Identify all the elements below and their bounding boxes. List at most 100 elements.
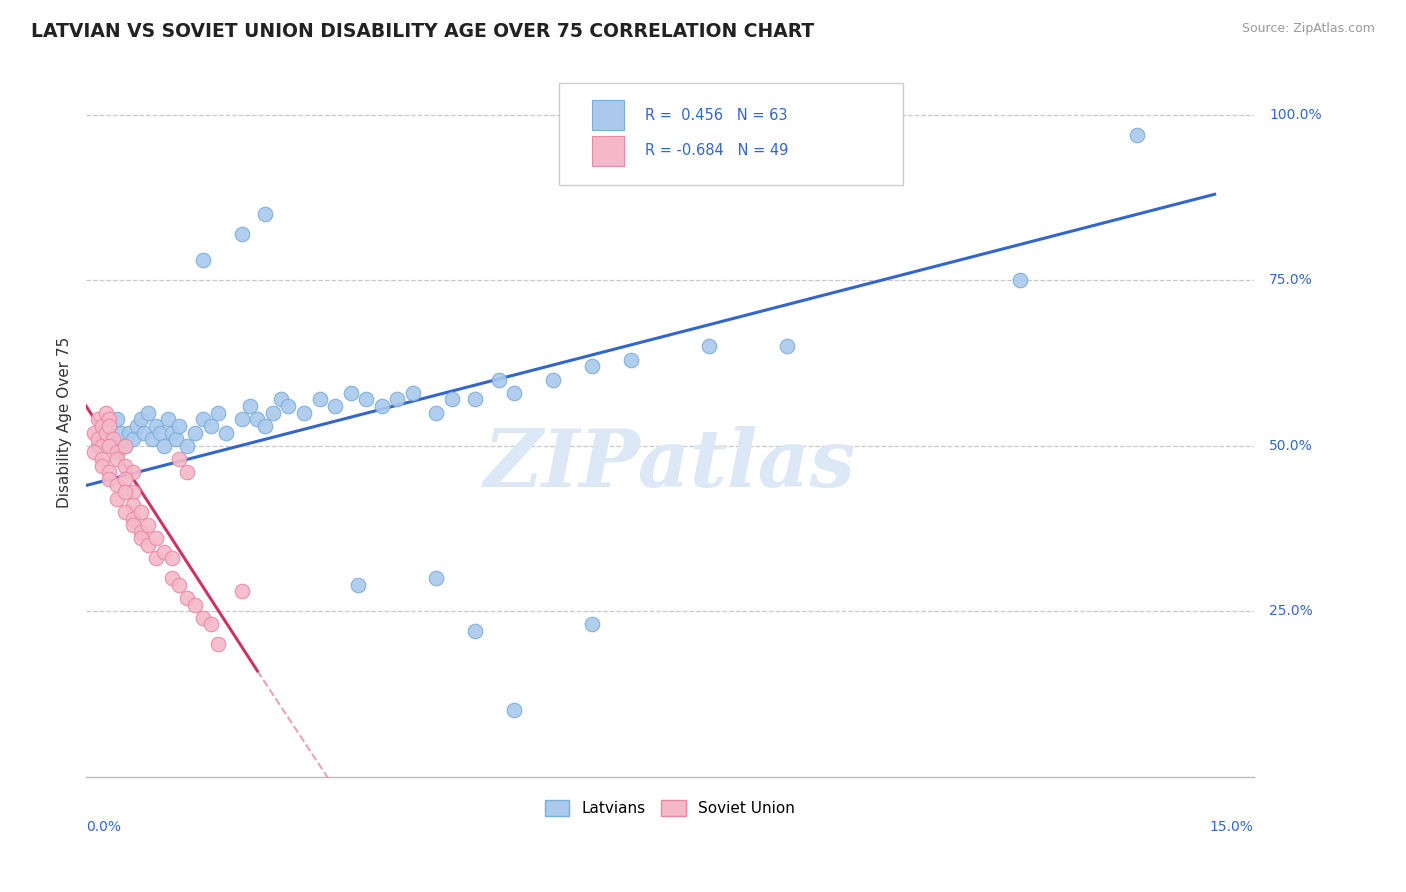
- Point: [105, 445, 128, 459]
- Point: [149, 425, 172, 440]
- Point: [323, 399, 346, 413]
- Point: [83, 425, 105, 440]
- Point: [191, 412, 214, 426]
- Point: [176, 465, 198, 479]
- Point: [138, 538, 160, 552]
- Point: [145, 418, 167, 433]
- Point: [160, 425, 183, 440]
- Point: [246, 412, 269, 426]
- Text: 50.0%: 50.0%: [1270, 439, 1313, 453]
- Point: [156, 412, 179, 426]
- Y-axis label: Disability Age Over 75: Disability Age Over 75: [58, 337, 72, 508]
- Text: 0.0%: 0.0%: [86, 820, 121, 834]
- Point: [541, 373, 564, 387]
- Point: [103, 439, 125, 453]
- Point: [292, 406, 315, 420]
- Point: [145, 551, 167, 566]
- Point: [270, 392, 292, 407]
- Point: [83, 445, 105, 459]
- Point: [184, 598, 207, 612]
- Point: [90, 452, 112, 467]
- Point: [238, 399, 260, 413]
- Point: [129, 532, 152, 546]
- Point: [425, 571, 447, 585]
- Point: [356, 392, 378, 407]
- Point: [145, 532, 167, 546]
- Point: [581, 617, 603, 632]
- Text: 75.0%: 75.0%: [1270, 273, 1313, 287]
- Point: [176, 591, 198, 605]
- Point: [191, 253, 214, 268]
- Point: [87, 412, 110, 426]
- Point: [169, 418, 191, 433]
- Point: [90, 418, 112, 433]
- Point: [200, 418, 222, 433]
- Point: [697, 339, 720, 353]
- Point: [121, 511, 143, 525]
- Point: [1008, 273, 1031, 287]
- Point: [160, 571, 183, 585]
- Point: [184, 425, 207, 440]
- Point: [503, 704, 526, 718]
- Point: [231, 584, 253, 599]
- Point: [87, 439, 110, 453]
- Point: [160, 551, 183, 566]
- Point: [98, 439, 121, 453]
- Point: [105, 478, 128, 492]
- Point: [339, 385, 361, 400]
- Point: [105, 412, 128, 426]
- Point: [207, 406, 229, 420]
- Point: [138, 518, 160, 533]
- Point: [105, 452, 128, 467]
- Point: [90, 439, 112, 453]
- Point: [105, 491, 128, 506]
- Point: [138, 406, 160, 420]
- Point: [387, 392, 409, 407]
- Point: [347, 578, 370, 592]
- Point: [503, 385, 526, 400]
- Point: [176, 439, 198, 453]
- Point: [620, 352, 643, 367]
- Point: [90, 458, 112, 473]
- Point: [200, 617, 222, 632]
- Point: [114, 458, 136, 473]
- FancyBboxPatch shape: [592, 136, 624, 166]
- Text: R = -0.684   N = 49: R = -0.684 N = 49: [645, 144, 789, 158]
- Point: [94, 406, 117, 420]
- Point: [153, 439, 176, 453]
- Point: [121, 465, 143, 479]
- Point: [775, 339, 797, 353]
- Point: [207, 637, 229, 651]
- Text: LATVIAN VS SOVIET UNION DISABILITY AGE OVER 75 CORRELATION CHART: LATVIAN VS SOVIET UNION DISABILITY AGE O…: [31, 22, 814, 41]
- Point: [129, 505, 152, 519]
- Point: [134, 425, 156, 440]
- Point: [165, 432, 187, 446]
- Point: [121, 432, 143, 446]
- Point: [129, 412, 152, 426]
- Point: [129, 524, 152, 539]
- Point: [114, 439, 136, 453]
- Point: [231, 227, 253, 241]
- Point: [254, 207, 277, 221]
- Text: ZIPatlas: ZIPatlas: [484, 426, 856, 504]
- Point: [1126, 128, 1149, 142]
- Point: [277, 399, 299, 413]
- Point: [191, 611, 214, 625]
- Text: R =  0.456   N = 63: R = 0.456 N = 63: [645, 108, 787, 123]
- Point: [402, 385, 425, 400]
- Point: [98, 418, 121, 433]
- Point: [98, 472, 121, 486]
- Point: [98, 412, 121, 426]
- Point: [118, 425, 141, 440]
- Point: [464, 392, 486, 407]
- Point: [371, 399, 394, 413]
- Point: [425, 406, 447, 420]
- Point: [254, 418, 277, 433]
- Point: [87, 432, 110, 446]
- Point: [440, 392, 463, 407]
- Point: [121, 499, 143, 513]
- Point: [125, 418, 148, 433]
- Point: [90, 425, 112, 440]
- Point: [262, 406, 284, 420]
- Point: [114, 472, 136, 486]
